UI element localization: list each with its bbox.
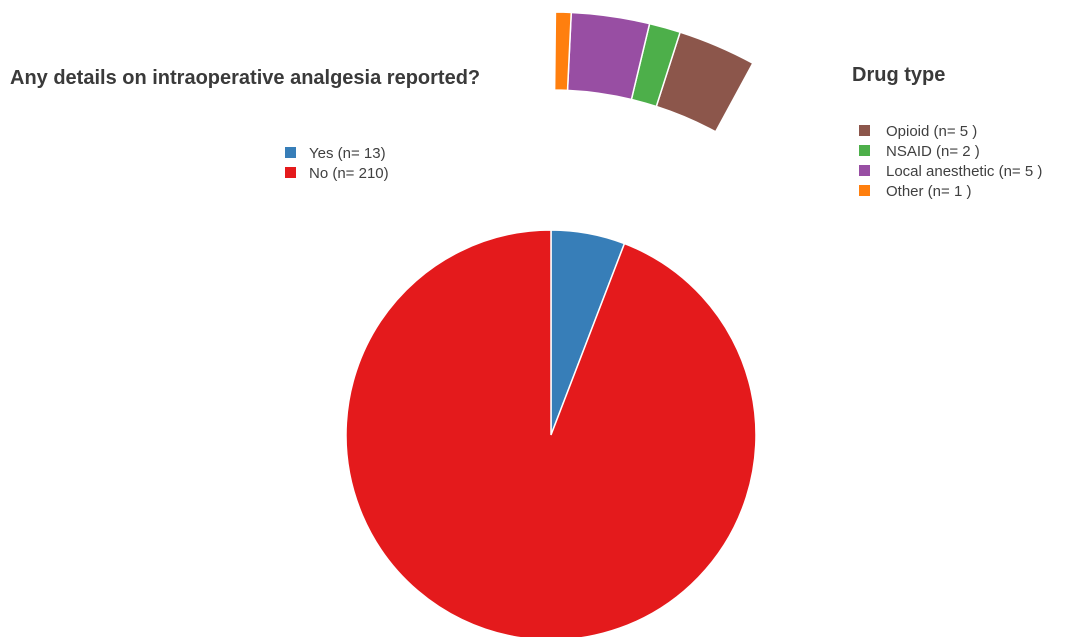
- slice-nsaid: [630, 22, 682, 108]
- slice-local-anesthetic: [566, 11, 651, 101]
- drug-type-title: Drug type: [852, 64, 945, 86]
- legend-label-opioid: Opioid (n= 5 ): [886, 123, 977, 140]
- legend-label-yes: Yes (n= 13): [309, 145, 386, 162]
- slice-no: [345, 229, 757, 637]
- main-pie: [345, 229, 757, 637]
- legend-swatch-nsaid: [859, 145, 870, 156]
- slice-opioid: [655, 31, 754, 133]
- legend-swatch-opioid: [859, 125, 870, 136]
- legend-swatch-local-anesthetic: [859, 165, 870, 176]
- legend-label-nsaid: NSAID (n= 2 ): [886, 143, 980, 160]
- main-legend: Yes (n= 13) No (n= 210): [285, 145, 389, 182]
- slice-other: [553, 11, 573, 92]
- legend-swatch-no: [285, 167, 296, 178]
- legend-swatch-yes: [285, 147, 296, 158]
- drug-type-legend: Opioid (n= 5 ) NSAID (n= 2 ) Local anest…: [859, 123, 1042, 200]
- legend-label-local-anesthetic: Local anesthetic (n= 5 ): [886, 163, 1042, 180]
- main-chart-title: Any details on intraoperative analgesia …: [10, 67, 480, 89]
- legend-label-no: No (n= 210): [309, 165, 389, 182]
- legend-label-other: Other (n= 1 ): [886, 183, 971, 200]
- drug-type-pie: [553, 11, 754, 133]
- legend-swatch-other: [859, 185, 870, 196]
